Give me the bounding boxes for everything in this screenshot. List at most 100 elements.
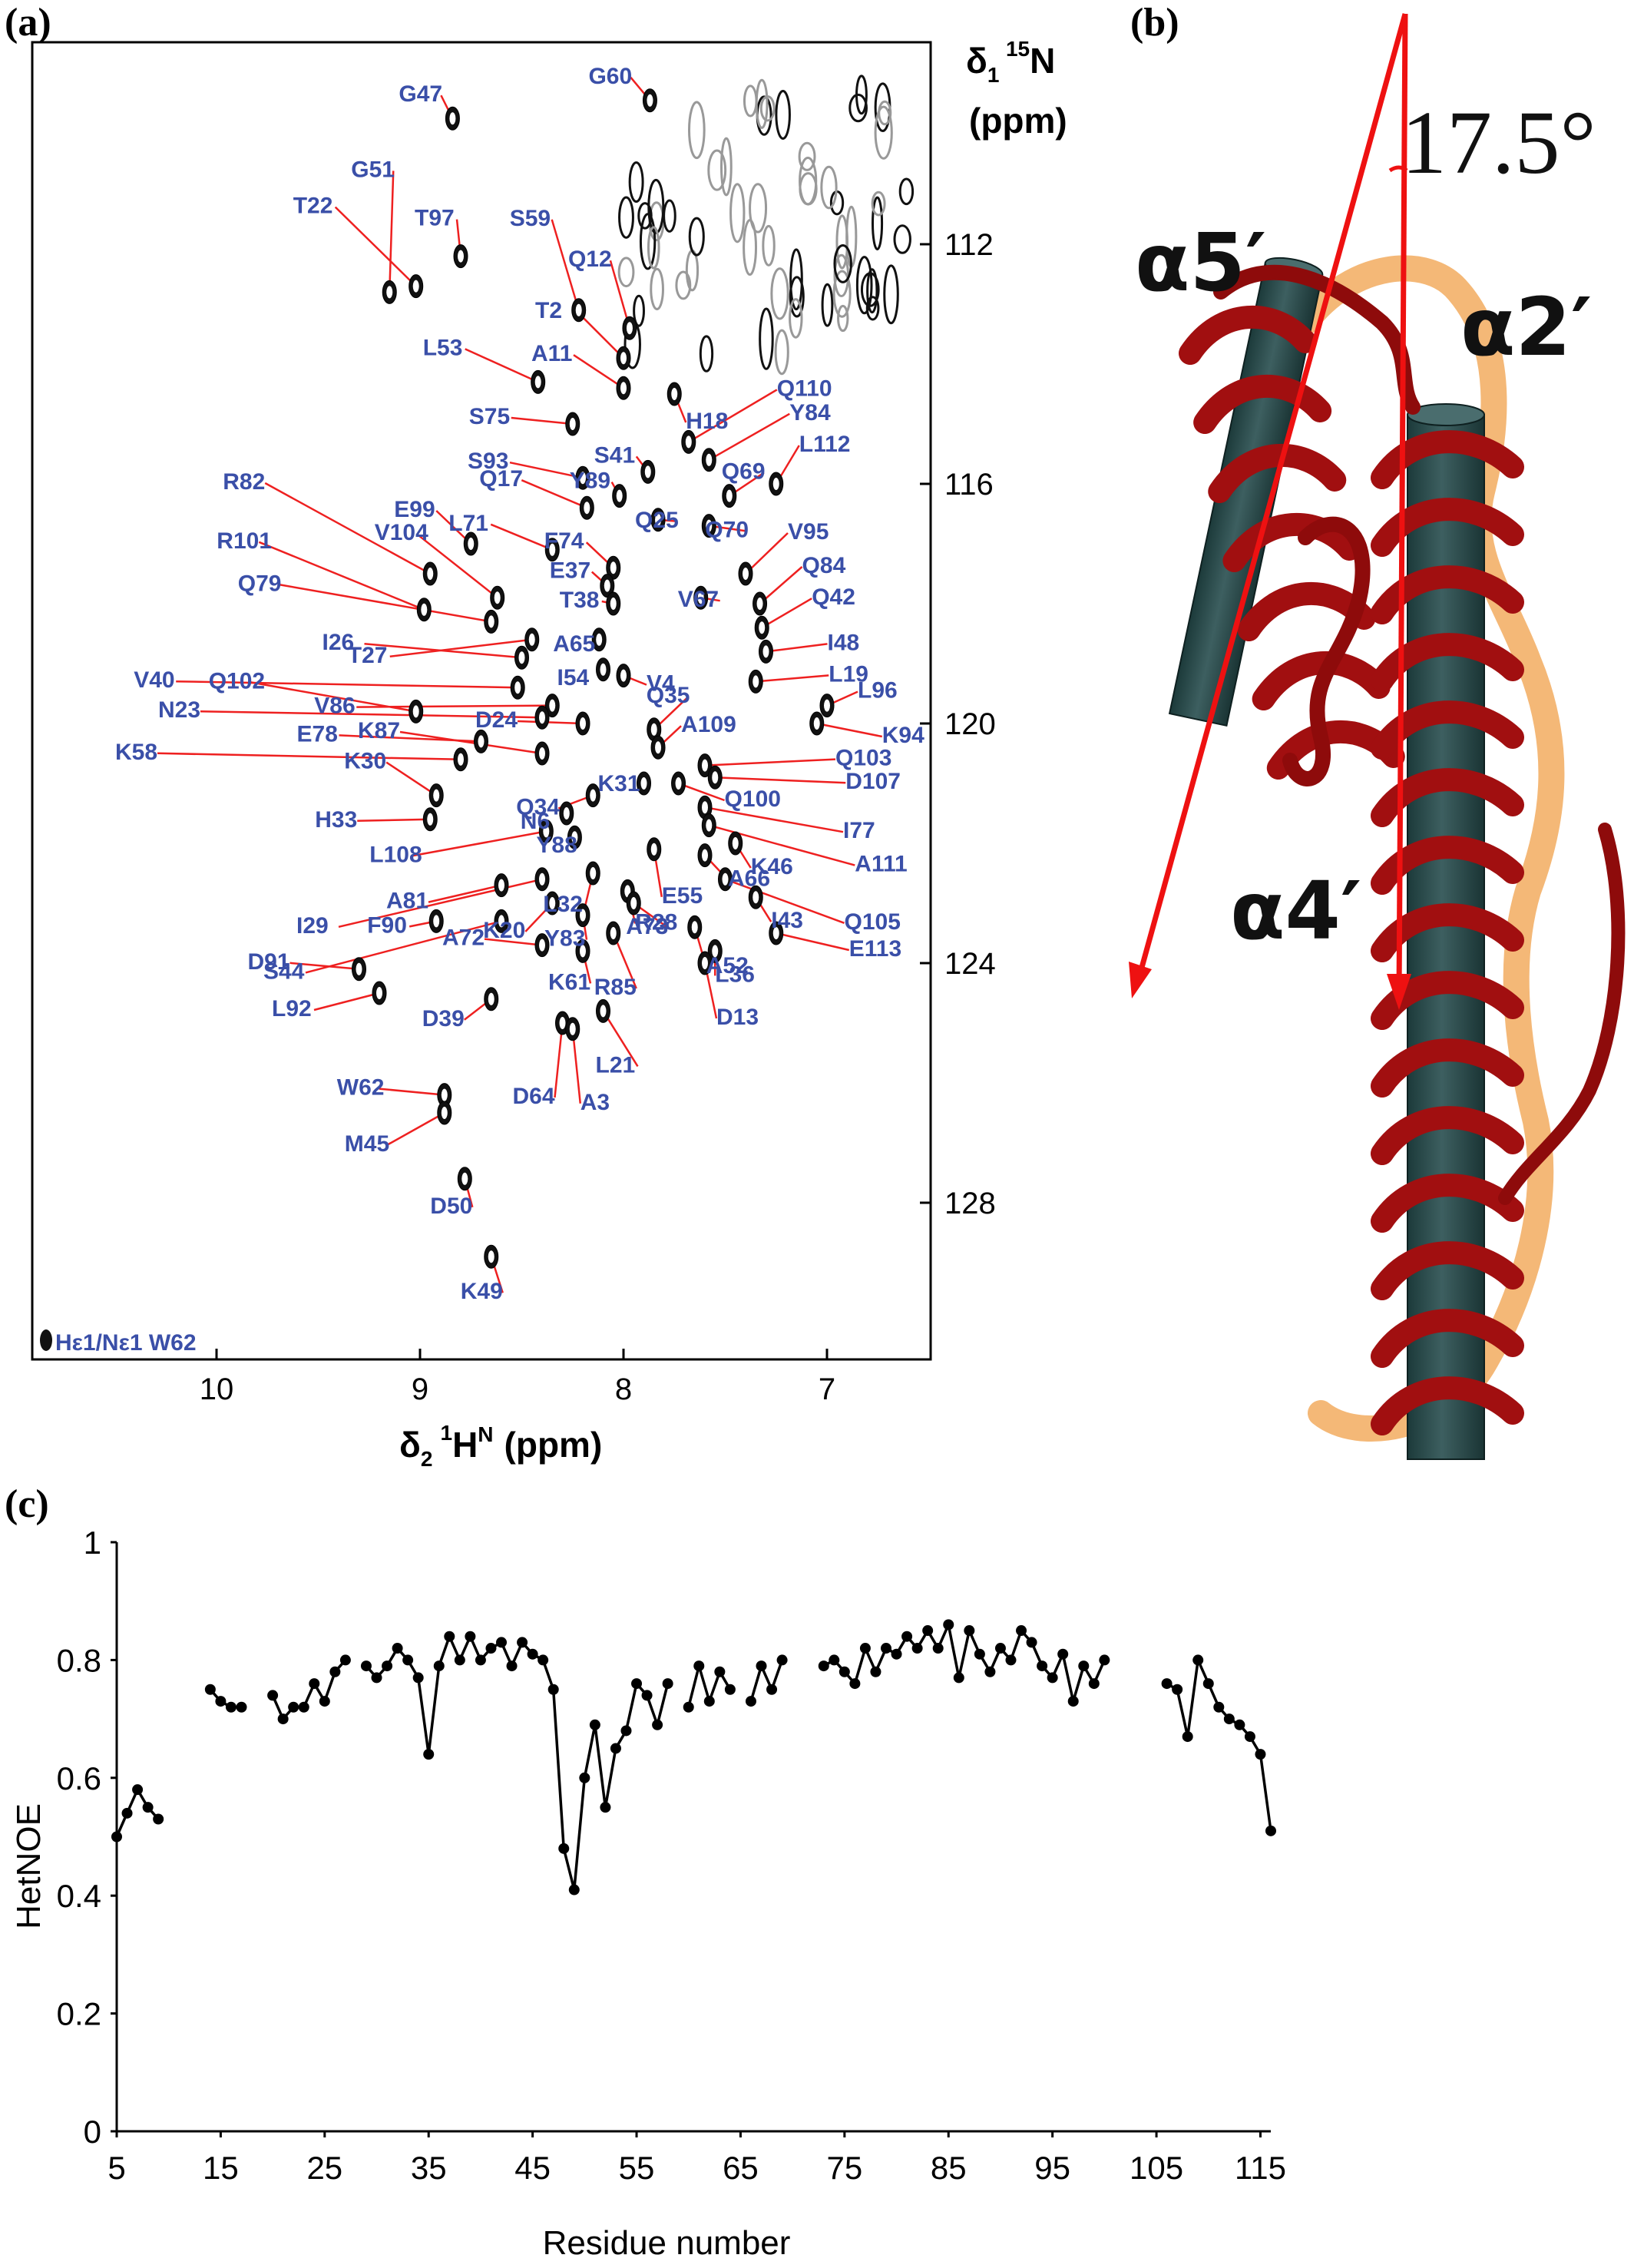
hetnoe-point-93 <box>1026 1637 1037 1648</box>
peak-label-r101: R101 <box>217 528 272 554</box>
hetnoe-point-30 <box>371 1672 382 1684</box>
assignment-line-l92 <box>313 992 380 1011</box>
unassigned-peak <box>647 226 660 270</box>
assignment-line-t2 <box>577 311 624 359</box>
unassigned-peak <box>821 283 834 327</box>
y-tick-label: 112 <box>944 228 994 262</box>
peak-label-v40: V40 <box>134 667 174 693</box>
peak-center-l108 <box>543 825 550 838</box>
peak-center-l21 <box>600 1005 607 1018</box>
peak-label-t2: T2 <box>535 298 562 323</box>
hetnoe-x-tick-label: 85 <box>931 2150 967 2186</box>
peak-label-i43: I43 <box>771 908 803 933</box>
unassigned-peak <box>650 267 664 311</box>
peak-center-l71 <box>549 543 556 556</box>
hetnoe-point-107 <box>1172 1684 1183 1695</box>
hetnoe-y-tick-label: 1 <box>84 1525 101 1561</box>
peak-center-i54 <box>600 663 607 676</box>
hetnoe-point-43 <box>506 1660 518 1672</box>
peak-center-a11 <box>620 382 627 395</box>
peak-label-k94: K94 <box>882 723 925 748</box>
peak-label-d107: D107 <box>845 769 901 794</box>
hetnoe-point-55 <box>631 1678 643 1690</box>
peak-label-e55: E55 <box>662 883 703 909</box>
panel-c-label: (c) <box>5 1482 49 1526</box>
peak-center-k46 <box>732 837 739 849</box>
assignment-line-q79 <box>280 584 491 623</box>
hetnoe-point-25 <box>319 1696 330 1707</box>
assignment-line-v95 <box>745 532 789 574</box>
loop-right <box>1498 823 1626 1205</box>
peak-label-d50: D50 <box>430 1194 472 1219</box>
unassigned-peak <box>774 329 789 376</box>
peak-center-k31 <box>640 777 647 790</box>
hetnoe-point-83 <box>922 1625 934 1637</box>
peak-label-v86: V86 <box>314 694 355 719</box>
helix-a5-label: α5′ <box>1135 216 1266 310</box>
hetnoe-point-49 <box>568 1884 580 1896</box>
helix-a2-turn <box>1371 633 1524 692</box>
assignment-line-y84 <box>708 412 790 461</box>
helix-a2-turn <box>1371 1241 1524 1300</box>
assignment-line-a11 <box>573 354 624 389</box>
peak-center-q34 <box>590 789 597 802</box>
assignment-line-v40 <box>176 680 518 689</box>
hetnoe-point-5 <box>111 1831 122 1843</box>
spectrum-crowded-region <box>617 74 915 376</box>
peak-center-q103 <box>702 759 708 772</box>
peak-label-a52: A52 <box>706 953 749 978</box>
unassigned-peak <box>799 157 818 206</box>
peak-center-i77 <box>702 801 708 814</box>
peak-center-w62 <box>441 1088 448 1101</box>
hetnoe-point-68 <box>766 1684 778 1695</box>
peak-center-m45 <box>441 1107 448 1119</box>
hetnoe-point-15 <box>215 1696 227 1707</box>
hetnoe-point-100 <box>1099 1654 1110 1666</box>
assignment-line-d24 <box>517 720 584 725</box>
peak-label-a65: A65 <box>553 631 595 657</box>
hetnoe-point-52 <box>600 1802 611 1813</box>
peak-label-g51: G51 <box>351 157 395 182</box>
peak-center-q17 <box>584 502 590 515</box>
y-tick-label: 116 <box>944 468 994 502</box>
peak-center-k49 <box>488 1250 495 1263</box>
peak-label-v95: V95 <box>788 519 829 545</box>
assignment-line-k30 <box>385 761 437 796</box>
peak-label-w62: W62 <box>337 1075 385 1101</box>
hetnoe-segment-7 <box>822 1620 1106 1702</box>
helix-a2-turn <box>1371 903 1524 962</box>
peak-center-r85 <box>610 927 617 939</box>
hetnoe-point-20 <box>267 1690 279 1701</box>
hetnoe-point-108 <box>1182 1731 1193 1743</box>
peak-label-i54: I54 <box>557 665 590 690</box>
hetnoe-point-98 <box>1078 1660 1090 1672</box>
peak-center-l32 <box>590 867 597 879</box>
hetnoe-point-99 <box>1088 1678 1100 1690</box>
assignment-line-k94 <box>816 722 882 738</box>
peak-label-l112: L112 <box>799 432 851 457</box>
peak-label-k46: K46 <box>751 854 793 879</box>
hetnoe-point-48 <box>558 1843 570 1854</box>
hetnoe-point-74 <box>829 1654 840 1666</box>
peak-label-a73: A73 <box>626 914 668 939</box>
unassigned-peak <box>762 224 776 267</box>
hetnoe-point-76 <box>849 1678 861 1690</box>
unassigned-peak <box>837 304 849 333</box>
assignment-line-d64 <box>554 1022 564 1098</box>
unassigned-peak <box>860 272 880 307</box>
peak-label-l19: L19 <box>829 661 868 687</box>
peak-label-k30: K30 <box>344 749 386 774</box>
hetnoe-point-69 <box>776 1654 788 1666</box>
spectrum-frame <box>31 41 932 1361</box>
peak-label-a109: A109 <box>681 712 736 737</box>
unassigned-peak <box>789 248 803 311</box>
assignment-line-a72 <box>484 938 543 946</box>
hetnoe-point-87 <box>964 1625 975 1637</box>
loop-a4 <box>1282 516 1371 786</box>
corner-note: Hε1/Nε1 W62 <box>55 1330 197 1356</box>
hetnoe-y-tick-label: 0.2 <box>57 1996 101 2032</box>
hetnoe-point-96 <box>1057 1648 1069 1660</box>
peak-center-l112 <box>772 478 779 490</box>
assignment-line-k58 <box>157 752 461 761</box>
peak-label-q70: Q70 <box>705 518 749 543</box>
